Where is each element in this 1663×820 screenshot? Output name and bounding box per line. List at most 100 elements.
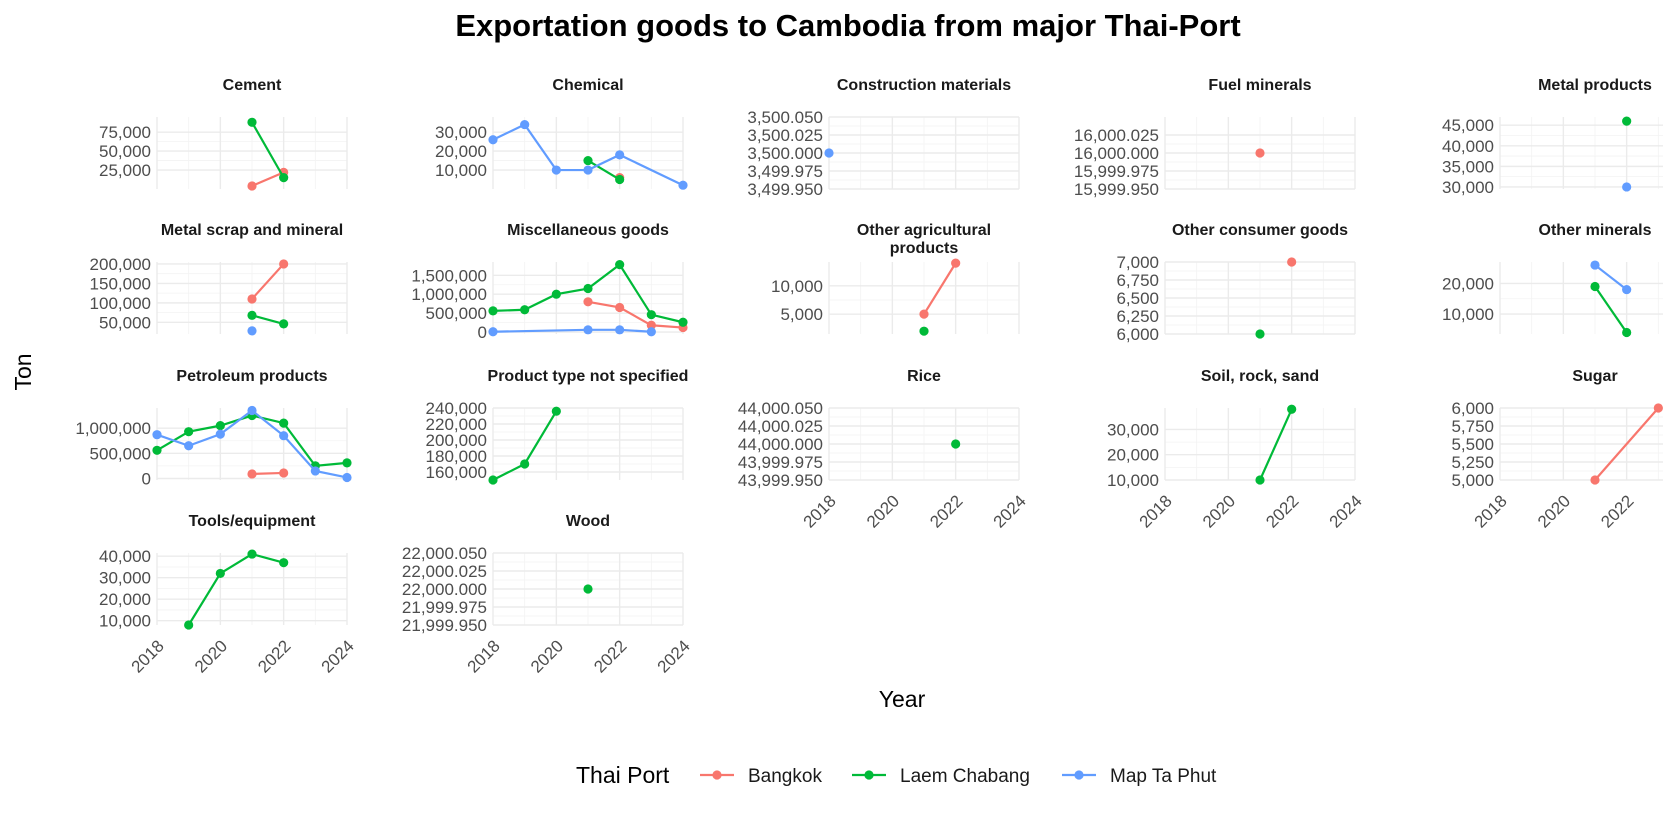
y-tick-label: 500,000 [90,444,151,463]
y-tick-label: 220,000 [426,415,487,434]
data-point [279,431,289,441]
data-point [615,260,625,270]
series-bangkok [1255,148,1265,158]
chart-title: Exportation goods to Cambodia from major… [455,8,1240,43]
y-tick-label: 3,500.050 [747,108,823,127]
data-point [488,306,498,316]
data-point [247,181,257,191]
y-tick-label: 6,750 [1116,271,1159,290]
legend-title: Thai Port [576,762,670,788]
data-point [247,310,257,320]
series-bangkok [583,297,688,333]
facet-title: Metal scrap and mineral [161,222,343,239]
series-laem-chabang [488,260,688,327]
data-point [551,289,561,299]
y-tick-label: 20,000 [1442,274,1494,293]
y-tick-label: 75,000 [99,123,151,142]
series-line [1258,408,1293,481]
series-laem-chabang [919,326,929,336]
facet-title: Other consumer goods [1172,222,1348,239]
facet-tools-equipment: 10,000 20,000 30,000 40,000 Tools/equipment 2… [99,513,358,677]
data-point [1590,475,1600,485]
legend-key-point [864,770,874,780]
series-bangkok [1590,403,1663,485]
legend-item-laem-chabang: Laem Chabang [852,766,1030,787]
facet-title: Metal products [1538,77,1652,94]
data-point [919,309,929,319]
y-tick-label: 10,000 [435,161,487,180]
legend-label: Map Ta Phut [1110,766,1217,787]
data-point [184,441,194,451]
series-line [1594,264,1628,291]
data-point [615,150,625,160]
y-tick-label: 30,000 [1442,178,1494,197]
x-tick-label: 2022 [1262,491,1302,531]
series-map-ta-phut [488,119,688,190]
y-tick-label: 44,000.050 [738,399,823,418]
series-map-ta-phut [152,405,352,483]
facet-title: Petroleum products [176,368,327,385]
facet-title: Cement [223,77,282,94]
y-tick-label: 1,000,000 [411,285,487,304]
y-tick-label: 20,000 [1107,446,1159,465]
legend-item-map-ta-phut: Map Ta Phut [1062,766,1217,787]
facet-title: Tools/equipment [189,513,316,530]
data-point [551,406,561,416]
x-tick-label: 2018 [800,491,840,531]
facet-title: Other minerals [1539,222,1652,239]
series-laem-chabang [247,310,289,329]
y-tick-label: 6,250 [1116,307,1159,326]
data-point [1590,281,1600,292]
legend-key-point [1074,770,1084,780]
series-map-ta-phut [488,325,656,337]
facet-title: Sugar [1572,368,1617,385]
data-point [551,165,561,175]
data-point [247,549,257,559]
data-point [520,305,530,315]
data-point [184,620,194,630]
data-point [1287,257,1297,267]
series-line [251,121,285,179]
data-point [1622,284,1632,295]
y-tick-label: 50,000 [99,313,151,332]
facet-title: Construction materials [837,77,1011,94]
data-point [342,472,352,483]
facet-petroleum-products: 0 500,000 1,000,000 Petroleum products [75,368,352,488]
data-point [951,258,961,268]
x-tick-label: 2024 [654,636,694,676]
y-tick-label: 40,000 [99,547,151,566]
series-line [251,314,284,325]
y-tick-label: 10,000 [771,277,823,296]
y-tick-label: 240,000 [426,399,487,418]
data-point [824,148,834,158]
x-tick-label: 2020 [527,636,567,676]
y-tick-label: 10,000 [1442,305,1494,324]
x-tick-label: 2018 [1136,491,1176,531]
y-tick-label: 21,999.975 [402,598,487,617]
legend-key-point [712,770,722,780]
series-map-ta-phut [1590,260,1632,295]
x-tick-label: 2018 [464,636,504,676]
x-tick-label: 2022 [590,636,630,676]
data-point [342,458,352,468]
series-laem-chabang [583,584,593,594]
y-tick-label: 5,250 [1451,453,1494,472]
series-line [1594,285,1628,334]
series-laem-chabang [488,406,561,485]
data-point [919,326,929,336]
y-tick-label: 200,000 [90,255,151,274]
data-point [279,319,289,329]
data-point [310,466,320,476]
data-point [1590,260,1600,270]
data-point [1255,329,1265,339]
legend-label: Bangkok [748,766,822,787]
x-tick-label: 2024 [990,491,1030,531]
data-point [520,459,530,469]
facet-product-type-not-specified: 160,000180,000200,000220,000240,000Produ… [426,368,688,485]
